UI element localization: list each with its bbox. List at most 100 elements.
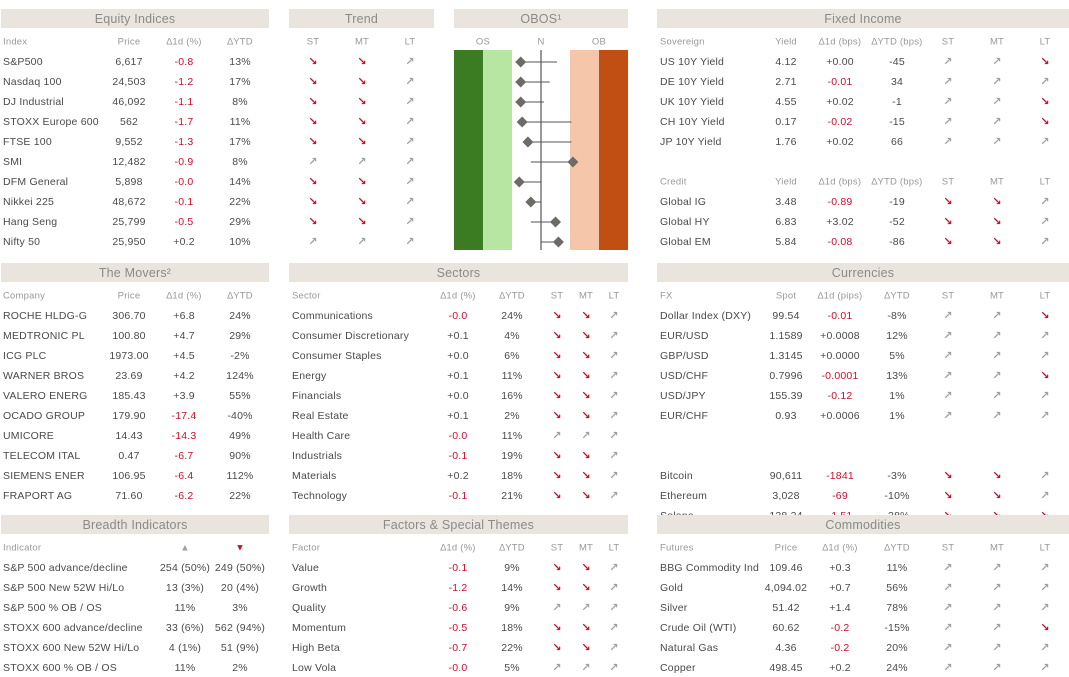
panel-title-bar <box>289 9 434 28</box>
trend-arrow: ↗ <box>552 429 561 442</box>
table-cell: -0.0 <box>175 176 194 188</box>
obos-marker <box>522 136 534 148</box>
table-cell: 56% <box>886 582 908 594</box>
trend-arrow: ↗ <box>992 115 1001 128</box>
table-cell: 9% <box>504 602 520 614</box>
table-cell: Value <box>292 562 319 574</box>
table-cell: BBG Commodity Ind <box>660 562 759 574</box>
panel-title-bar <box>1 263 269 282</box>
column-header: MT <box>990 37 1004 48</box>
table-cell: 8% <box>232 156 248 168</box>
trend-arrow: ↘ <box>943 469 952 482</box>
table-cell: -0.9 <box>175 156 194 168</box>
table-cell: 48,672 <box>112 196 145 208</box>
table-cell: 562 <box>120 116 138 128</box>
table-cell: +3.02 <box>826 216 854 228</box>
trend-arrow: ↗ <box>992 641 1001 654</box>
panel-title-bar <box>657 9 1069 28</box>
column-header: ∆1d (bps) <box>819 37 861 48</box>
table-cell: 254 (50%) <box>160 562 210 574</box>
table-cell: FRAPORT AG <box>3 490 72 502</box>
panel-title-bar <box>1 9 269 28</box>
trend-arrow: ↘ <box>357 55 366 68</box>
table-cell: 3.48 <box>775 196 796 208</box>
table-cell: -15 <box>889 116 905 128</box>
trend-arrow: ↗ <box>992 349 1001 362</box>
table-cell: +6.8 <box>173 310 195 322</box>
table-cell: 66 <box>891 136 903 148</box>
column-header: MT <box>579 291 593 302</box>
trend-arrow: ↗ <box>943 135 952 148</box>
table-cell: 11% <box>887 562 908 574</box>
table-cell: Global HY <box>660 216 710 228</box>
table-cell: FTSE 100 <box>3 136 52 148</box>
table-cell: +0.1 <box>447 330 469 342</box>
trend-arrow: ↗ <box>992 661 1001 674</box>
table-cell: +0.2 <box>829 662 851 674</box>
trend-arrow: ↗ <box>992 581 1001 594</box>
table-cell: +0.7 <box>829 582 851 594</box>
trend-arrow: ↘ <box>308 55 317 68</box>
trend-arrow: ↗ <box>1040 641 1049 654</box>
table-cell: 22% <box>229 490 251 502</box>
table-cell: 1.3145 <box>769 350 802 362</box>
panel-title: Breadth Indicators <box>82 518 187 532</box>
table-cell: +0.2 <box>447 470 469 482</box>
trend-arrow: ↗ <box>992 55 1001 68</box>
table-cell: 18% <box>501 622 523 634</box>
table-cell: Dollar Index (DXY) <box>660 310 751 322</box>
column-header: ST <box>942 291 955 302</box>
table-cell: Copper <box>660 662 696 674</box>
trend-arrow: ↗ <box>405 155 414 168</box>
trend-arrow: ↗ <box>992 95 1001 108</box>
table-cell: Materials <box>292 470 336 482</box>
table-cell: +0.02 <box>826 136 854 148</box>
column-header: Indicator <box>3 543 41 554</box>
obos-zone <box>454 50 483 250</box>
trend-arrow: ↘ <box>357 175 366 188</box>
table-cell: GBP/USD <box>660 350 709 362</box>
table-cell: 23.69 <box>115 370 142 382</box>
obos-marker <box>550 216 561 228</box>
table-cell: 71.60 <box>115 490 142 502</box>
trend-arrow: ↘ <box>552 621 561 634</box>
table-cell: 11% <box>175 662 196 674</box>
table-cell: Ethereum <box>660 490 707 502</box>
column-header: ▲ <box>180 543 190 554</box>
table-cell: 124% <box>226 370 254 382</box>
trend-arrow: ↗ <box>405 135 414 148</box>
trend-arrow: ↘ <box>552 309 561 322</box>
trend-arrow: ↘ <box>1040 369 1049 382</box>
table-cell: -17.4 <box>172 410 197 422</box>
column-header: Yield <box>775 37 797 48</box>
trend-arrow: ↘ <box>357 215 366 228</box>
panel-title: Equity Indices <box>95 12 176 26</box>
table-cell: Real Estate <box>292 410 348 422</box>
trend-arrow: ↗ <box>943 75 952 88</box>
panel-title: Trend <box>345 12 378 26</box>
table-cell: Nasdaq 100 <box>3 76 62 88</box>
trend-arrow: ↗ <box>943 329 952 342</box>
table-cell: STOXX 600 New 52W Hi/Lo <box>3 642 139 654</box>
obos-marker <box>516 116 528 128</box>
table-cell: 13 (3%) <box>166 582 204 594</box>
table-cell: 11% <box>502 430 523 442</box>
table-cell: 1.76 <box>775 136 796 148</box>
trend-arrow: ↗ <box>943 641 952 654</box>
trend-arrow: ↗ <box>992 369 1001 382</box>
trend-arrow: ↗ <box>581 601 590 614</box>
table-cell: S&P 500 New 52W Hi/Lo <box>3 582 124 594</box>
trend-arrow: ↘ <box>581 409 590 422</box>
table-cell: 9,552 <box>115 136 142 148</box>
trend-arrow: ↘ <box>581 489 590 502</box>
column-header: ST <box>307 37 320 48</box>
table-cell: 14% <box>229 176 251 188</box>
column-header: FX <box>660 291 673 302</box>
table-cell: 4% <box>504 330 520 342</box>
obos-marker <box>515 56 527 68</box>
table-cell: -8% <box>887 310 906 322</box>
table-cell: 34 <box>891 76 903 88</box>
obos-zone <box>483 50 512 250</box>
trend-arrow: ↘ <box>581 469 590 482</box>
table-cell: 90,611 <box>770 470 803 482</box>
